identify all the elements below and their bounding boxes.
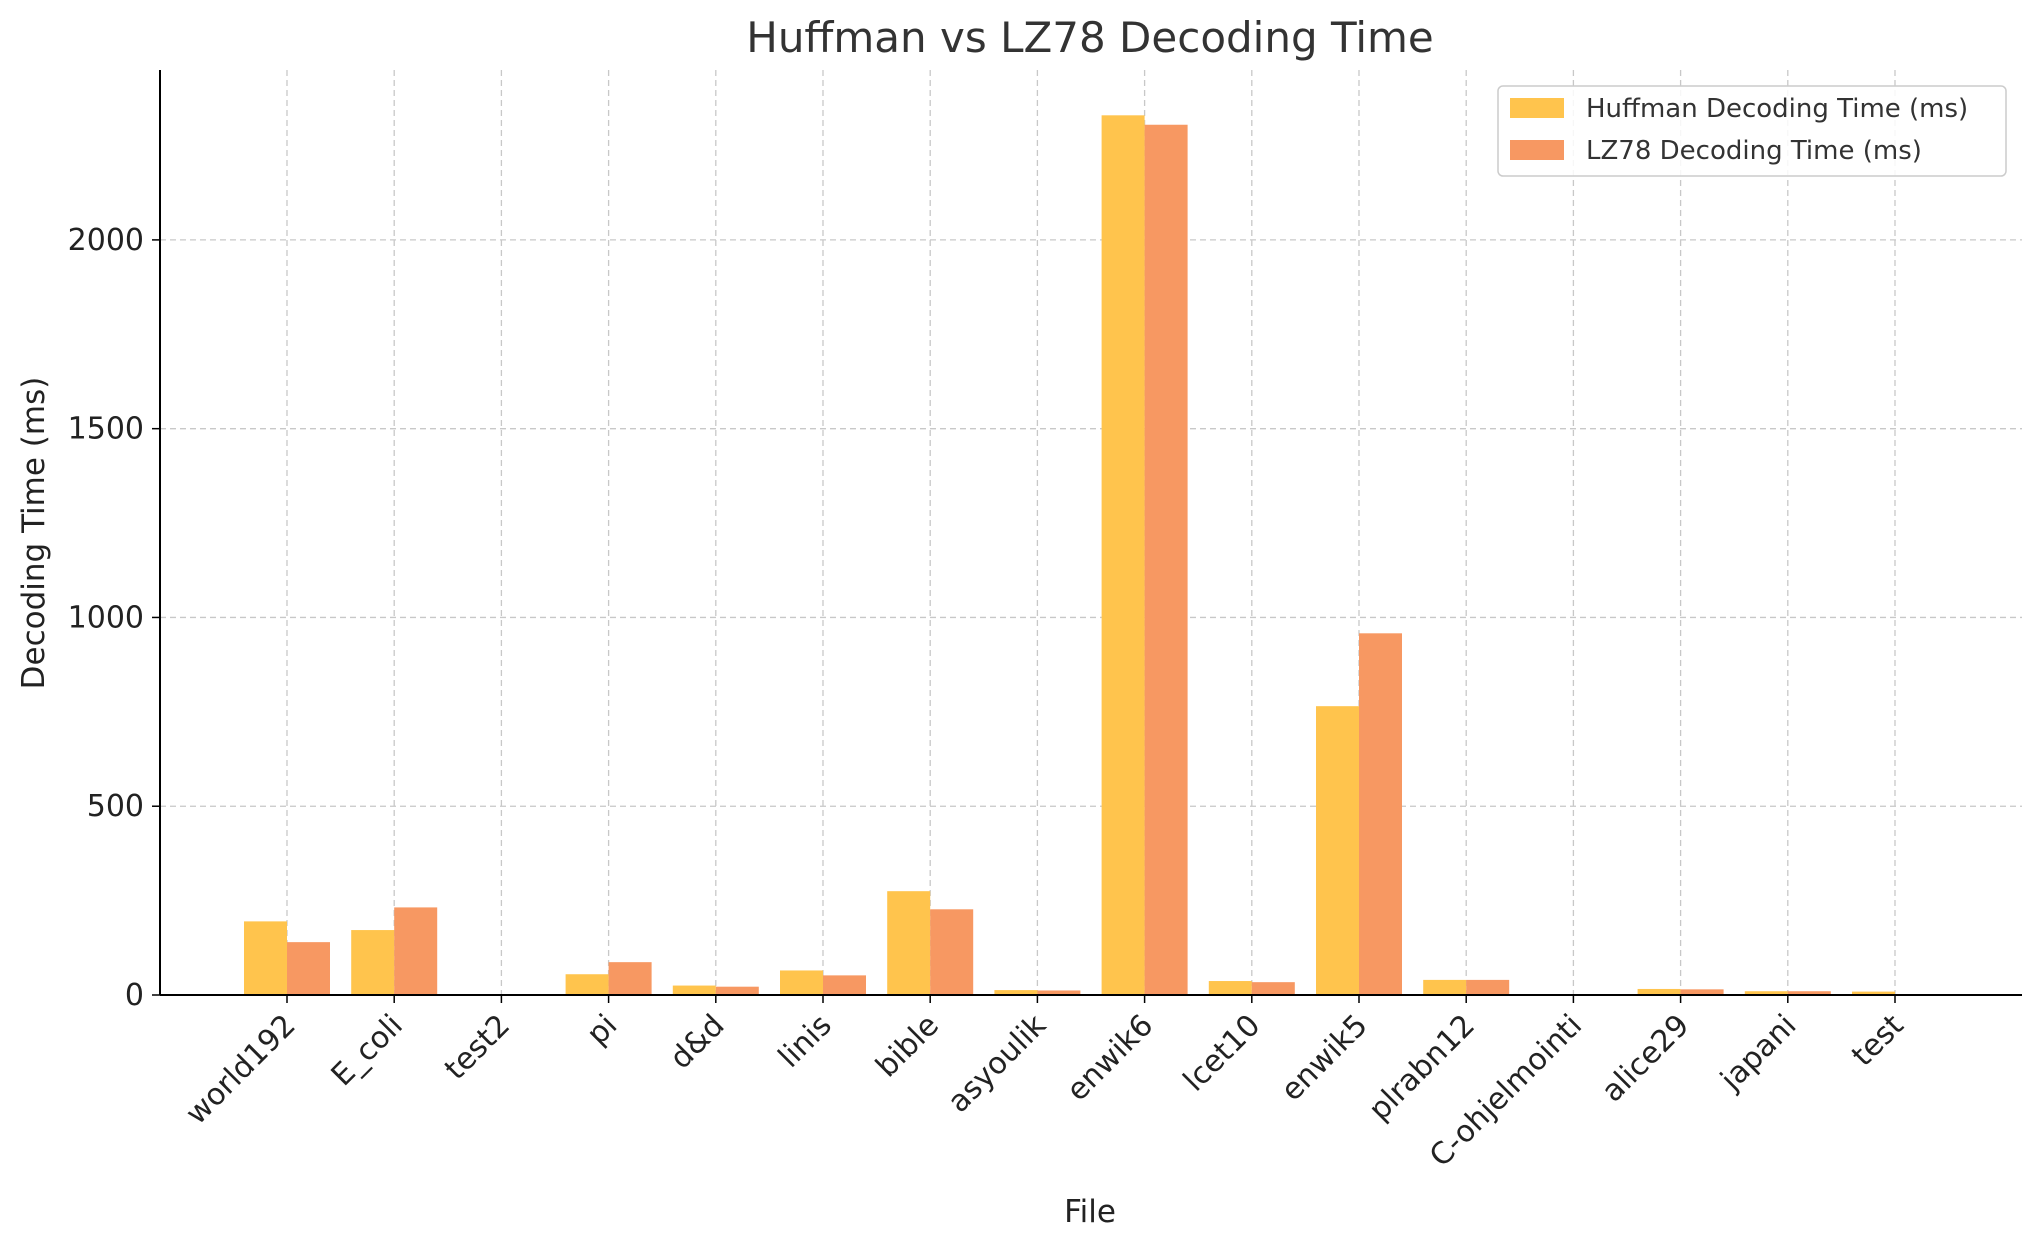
x-tick-label: japani: [1713, 1008, 1803, 1098]
bar-huffman-15: [1852, 991, 1895, 995]
bar-huffman-5: [780, 970, 823, 995]
x-ticks: world192 E_coli test2 pi d&d linis bibleasyoul…: [179, 995, 1911, 1174]
legend-label-lz78: LZ78 Decoding Time (ms): [1586, 136, 1922, 166]
bar-lz78-9: [1251, 982, 1295, 995]
legend-swatch-huffman: [1510, 98, 1564, 118]
grid-lines: [160, 70, 2022, 996]
bar-huffman-9: [1208, 981, 1252, 995]
bar-huffman-0: [244, 921, 287, 995]
y-tick-label: 1500: [68, 412, 144, 447]
legend-frame: [1497, 85, 2007, 177]
y-tick-label: 0: [125, 978, 144, 1013]
chart-title: Huffman vs LZ78 Decoding Time: [746, 13, 1434, 62]
y-tick-label: 1000: [68, 600, 144, 635]
bar-huffman-4: [672, 985, 716, 995]
bar-huffman-7: [994, 990, 1038, 995]
bar-huffman-3: [565, 974, 609, 995]
bar-lz78-1: [394, 907, 438, 995]
legend-swatch-lz78: [1510, 140, 1564, 160]
legend-label-huffman: Huffman Decoding Time (ms): [1586, 94, 1968, 124]
bar-lz78-8: [1144, 124, 1188, 996]
x-tick-label: test: [1845, 1008, 1911, 1074]
bar-lz78-13: [1680, 989, 1724, 995]
legend: Huffman Decoding Time (ms) LZ78 Decoding…: [1497, 85, 2007, 177]
bar-lz78-7: [1037, 990, 1081, 995]
x-tick-label: alice29: [1595, 1008, 1696, 1109]
y-tick-label: 2000: [68, 223, 144, 258]
y-axis-label: Decoding Time (ms): [16, 377, 52, 690]
bar-huffman-13: [1637, 988, 1681, 995]
bar-lz78-11: [1466, 979, 1510, 995]
x-tick-label: enwik6: [1060, 1008, 1160, 1108]
y-tick-label: 500: [87, 789, 144, 824]
bar-lz78-6: [930, 909, 974, 995]
x-tick-label: test2: [438, 1008, 517, 1087]
bar-huffman-10: [1316, 706, 1359, 995]
bar-lz78-10: [1359, 633, 1402, 995]
bar-lz78-3: [608, 962, 652, 995]
x-tick-label: d&d: [663, 1008, 731, 1076]
x-tick-label: linis: [772, 1008, 839, 1075]
bar-huffman-11: [1423, 979, 1467, 995]
x-tick-label: bible: [869, 1008, 946, 1085]
bar-lz78-4: [715, 986, 759, 995]
bar-lz78-14: [1787, 991, 1831, 995]
bar-huffman-6: [887, 891, 931, 995]
x-tick-label: E_coli: [325, 1008, 410, 1093]
x-axis-label: File: [1064, 1194, 1116, 1230]
x-tick-label: lcet10: [1177, 1008, 1268, 1099]
y-ticks: 0 500 1000 1500 2000: [68, 223, 160, 1013]
bar-lz78-5: [823, 975, 866, 995]
bar-lz78-0: [287, 942, 330, 995]
x-tick-label: enwik5: [1274, 1008, 1374, 1108]
axes: [159, 70, 2022, 996]
x-tick-label: pi: [580, 1008, 624, 1052]
x-tick-label: asyoulik: [941, 1007, 1053, 1119]
bars: [244, 115, 1938, 996]
bar-huffman-14: [1744, 991, 1788, 995]
bar-huffman-1: [351, 930, 395, 995]
bar-huffman-8: [1101, 115, 1145, 995]
x-tick-label: world192: [179, 1008, 303, 1132]
